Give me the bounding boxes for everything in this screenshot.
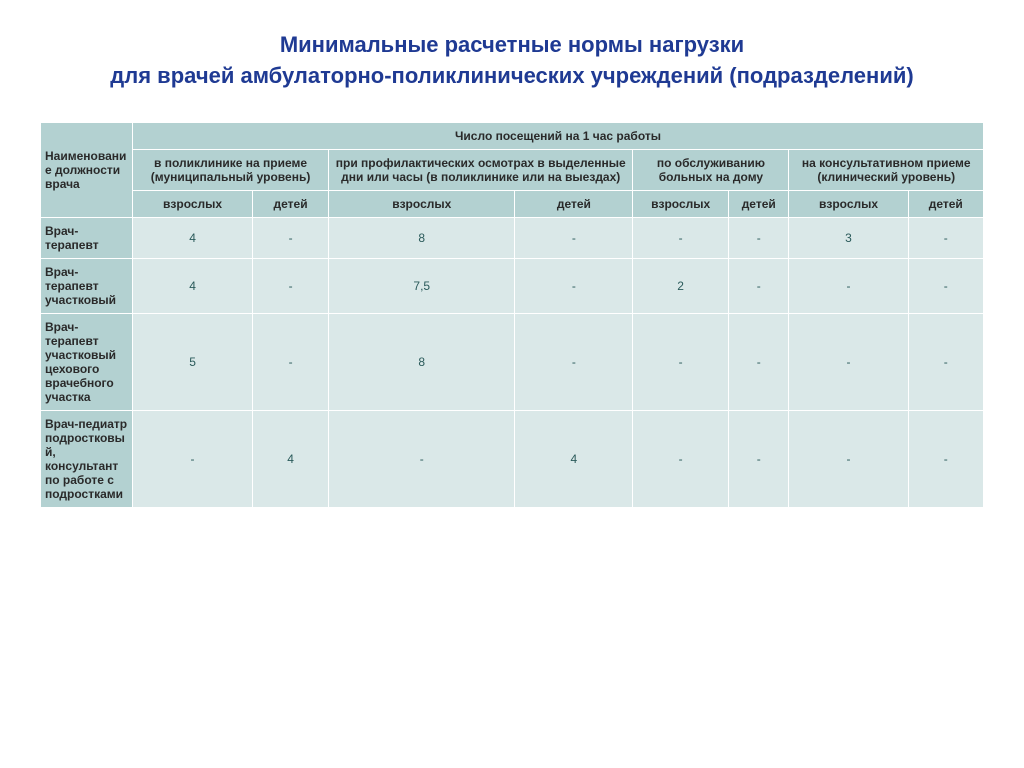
sub-children-1: детей	[515, 190, 633, 217]
title-line-2: для врачей амбулаторно-поликлинических у…	[110, 63, 913, 88]
sub-adults-2: взрослых	[633, 190, 729, 217]
cell: -	[789, 258, 908, 313]
cell: -	[633, 410, 729, 507]
title-line-1: Минимальные расчетные нормы нагрузки	[280, 32, 744, 57]
cell: 3	[789, 217, 908, 258]
sub-children-0: детей	[253, 190, 329, 217]
table-row: Врач-педиатр подростковый, консультант п…	[41, 410, 984, 507]
col-group-0: в поликлинике на приеме (муниципальный у…	[133, 149, 329, 190]
cell: -	[633, 217, 729, 258]
cell: -	[728, 410, 789, 507]
sub-adults-0: взрослых	[133, 190, 253, 217]
cell: 8	[329, 217, 515, 258]
cell: -	[908, 258, 983, 313]
cell: -	[908, 217, 983, 258]
col-header-top-group: Число посещений на 1 час работы	[133, 122, 984, 149]
sub-children-3: детей	[908, 190, 983, 217]
norms-table: Наименование должности врача Число посещ…	[40, 122, 984, 508]
cell: -	[515, 217, 633, 258]
cell: 2	[633, 258, 729, 313]
cell: 4	[133, 217, 253, 258]
cell: -	[728, 258, 789, 313]
cell: -	[133, 410, 253, 507]
cell: 5	[133, 313, 253, 410]
col-group-2: по обслуживанию больных на дому	[633, 149, 789, 190]
sub-adults-1: взрослых	[329, 190, 515, 217]
sub-children-2: детей	[728, 190, 789, 217]
cell: -	[728, 217, 789, 258]
row-name: Врач-педиатр подростковый, консультант п…	[41, 410, 133, 507]
table-row: Врач-терапевт 4 - 8 - - - 3 -	[41, 217, 984, 258]
cell: -	[633, 313, 729, 410]
cell: 4	[253, 410, 329, 507]
col-header-name: Наименование должности врача	[41, 122, 133, 217]
cell: -	[908, 410, 983, 507]
cell: 4	[515, 410, 633, 507]
cell: -	[253, 258, 329, 313]
table-row: Врач-терапевт участковый цехового врачеб…	[41, 313, 984, 410]
cell: 8	[329, 313, 515, 410]
cell: -	[728, 313, 789, 410]
row-name: Врач-терапевт	[41, 217, 133, 258]
col-group-3: на консультативном приеме (клинический у…	[789, 149, 984, 190]
cell: -	[515, 313, 633, 410]
col-group-1: при профилактических осмотрах в выделенн…	[329, 149, 633, 190]
cell: -	[789, 313, 908, 410]
row-name: Врач-терапевт участковый цехового врачеб…	[41, 313, 133, 410]
cell: -	[253, 217, 329, 258]
cell: -	[253, 313, 329, 410]
cell: 4	[133, 258, 253, 313]
page-title: Минимальные расчетные нормы нагрузки для…	[40, 30, 984, 92]
cell: -	[908, 313, 983, 410]
cell: 7,5	[329, 258, 515, 313]
row-name: Врач-терапевт участковый	[41, 258, 133, 313]
cell: -	[515, 258, 633, 313]
sub-adults-3: взрослых	[789, 190, 908, 217]
table-row: Врач-терапевт участковый 4 - 7,5 - 2 - -…	[41, 258, 984, 313]
cell: -	[329, 410, 515, 507]
cell: -	[789, 410, 908, 507]
